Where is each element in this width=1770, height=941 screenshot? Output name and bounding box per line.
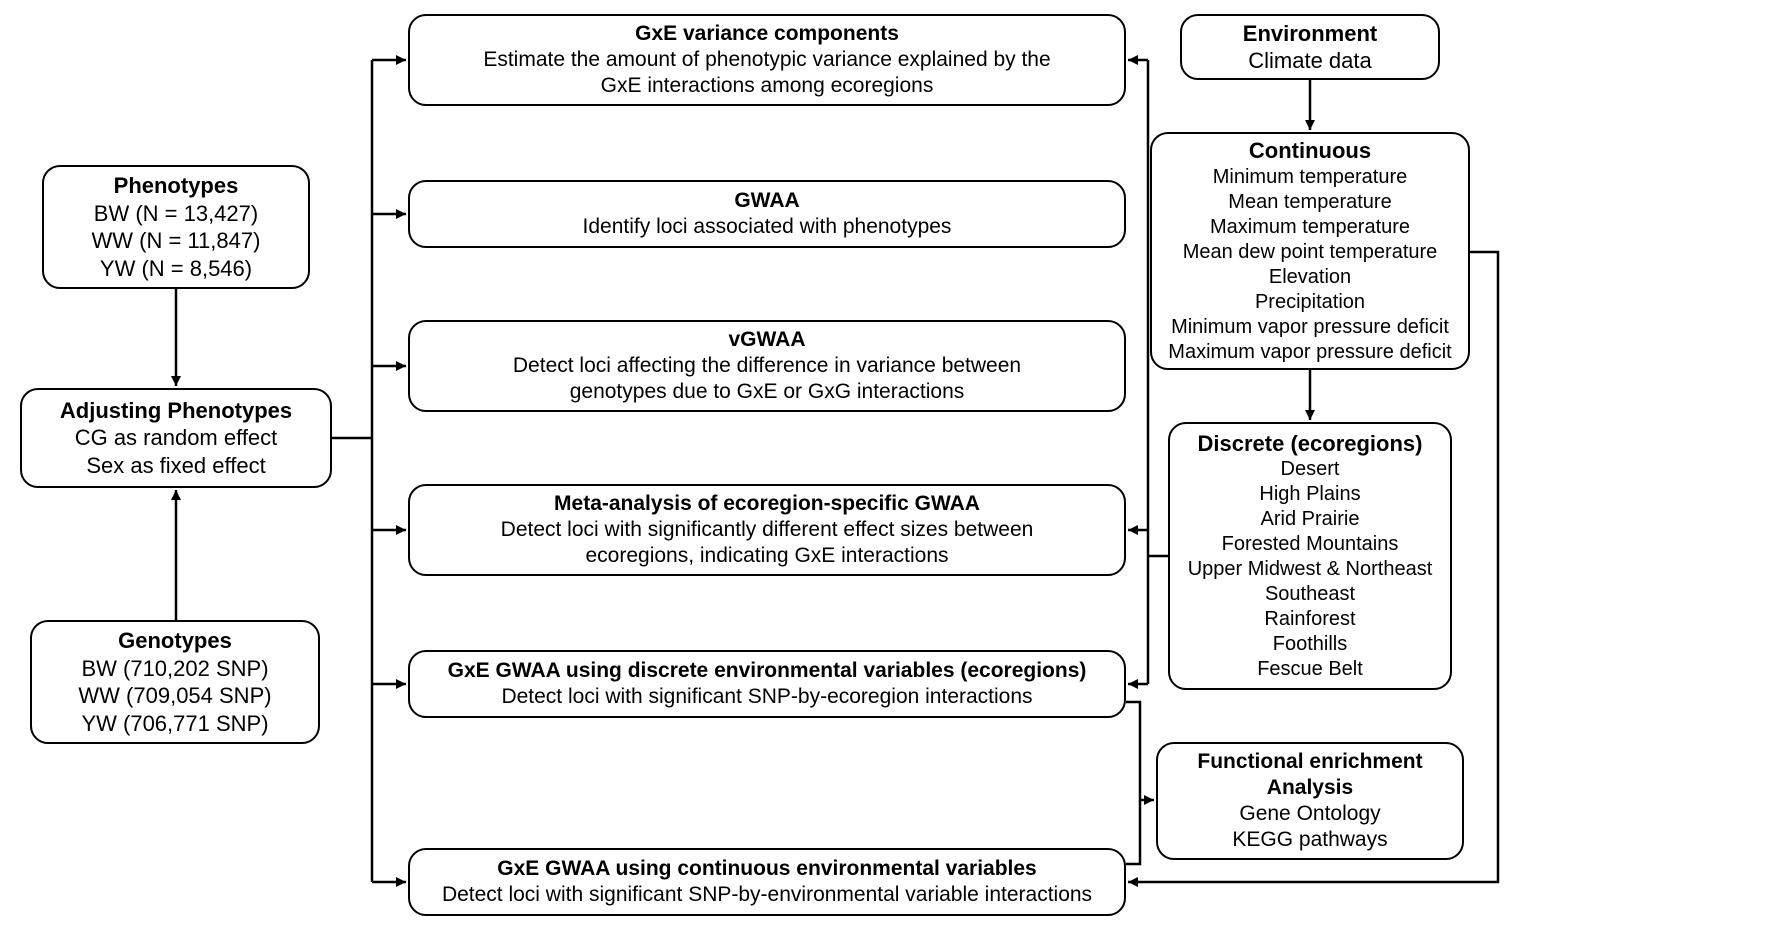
node-line: Southeast <box>1265 582 1355 607</box>
node-gxe-continuous: GxE GWAA using continuous environmental … <box>408 848 1126 916</box>
node-line: YW (706,771 SNP) <box>81 710 268 738</box>
node-line: Forested Mountains <box>1222 532 1399 557</box>
node-line: CG as random effect <box>75 424 278 452</box>
node-line: Detect loci affecting the difference in … <box>513 353 1021 379</box>
node-line: Estimate the amount of phenotypic varian… <box>483 47 1050 73</box>
node-title: Phenotypes <box>114 172 239 200</box>
node-line: genotypes due to GxE or GxG interactions <box>570 379 965 405</box>
node-title: Genotypes <box>118 627 232 655</box>
node-title: vGWAA <box>728 327 805 353</box>
node-line: YW (N = 8,546) <box>100 255 252 283</box>
node-line: Maximum vapor pressure deficit <box>1168 340 1451 365</box>
node-adjusting: Adjusting Phenotypes CG as random effect… <box>20 388 332 488</box>
node-line: Minimum temperature <box>1213 165 1408 190</box>
node-functional: Functional enrichment Analysis Gene Onto… <box>1156 742 1464 860</box>
node-line: Desert <box>1281 457 1340 482</box>
node-line: Gene Ontology <box>1239 801 1380 827</box>
node-line: KEGG pathways <box>1232 827 1387 853</box>
node-line: Rainforest <box>1264 607 1355 632</box>
node-title: Adjusting Phenotypes <box>60 397 292 425</box>
node-line: Detect loci with significantly different… <box>501 517 1034 543</box>
node-line: Identify loci associated with phenotypes <box>583 214 952 240</box>
node-line: Sex as fixed effect <box>86 452 265 480</box>
node-line: Fescue Belt <box>1257 657 1363 682</box>
node-title: GWAA <box>734 188 799 214</box>
node-title: Environment <box>1243 20 1377 48</box>
node-title: GxE variance components <box>635 21 899 47</box>
node-title: GxE GWAA using continuous environmental … <box>497 856 1037 882</box>
node-line: High Plains <box>1259 482 1360 507</box>
node-vgwaa: vGWAA Detect loci affecting the differen… <box>408 320 1126 412</box>
node-line: BW (710,202 SNP) <box>81 655 268 683</box>
node-line: GxE interactions among ecoregions <box>601 73 934 99</box>
node-line: Upper Midwest & Northeast <box>1188 557 1433 582</box>
node-line: WW (N = 11,847) <box>92 227 261 255</box>
node-line: Maximum temperature <box>1210 215 1410 240</box>
node-gxe-discrete: GxE GWAA using discrete environmental va… <box>408 650 1126 718</box>
node-discrete: Discrete (ecoregions) Desert High Plains… <box>1168 422 1452 690</box>
node-line: Detect loci with significant SNP-by-ecor… <box>501 684 1032 710</box>
node-line: Precipitation <box>1255 290 1365 315</box>
node-line: ecoregions, indicating GxE interactions <box>585 543 948 569</box>
node-line: WW (709,054 SNP) <box>78 682 271 710</box>
node-title-line1: Functional enrichment <box>1197 749 1422 775</box>
node-line: Arid Prairie <box>1261 507 1360 532</box>
node-line: BW (N = 13,427) <box>94 200 258 228</box>
node-gwaa: GWAA Identify loci associated with pheno… <box>408 180 1126 248</box>
node-line: Foothills <box>1273 632 1347 657</box>
node-line: Mean dew point temperature <box>1183 240 1438 265</box>
node-phenotypes: Phenotypes BW (N = 13,427) WW (N = 11,84… <box>42 165 310 289</box>
node-title-line2: Analysis <box>1267 775 1353 801</box>
node-title: GxE GWAA using discrete environmental va… <box>448 658 1087 684</box>
node-line: Minimum vapor pressure deficit <box>1171 315 1449 340</box>
node-title: Continuous <box>1249 137 1371 165</box>
node-line: Elevation <box>1269 265 1351 290</box>
node-line: Climate data <box>1248 47 1372 75</box>
node-genotypes: Genotypes BW (710,202 SNP) WW (709,054 S… <box>30 620 320 744</box>
node-meta: Meta-analysis of ecoregion-specific GWAA… <box>408 484 1126 576</box>
node-gxe-var: GxE variance components Estimate the amo… <box>408 14 1126 106</box>
node-environment: Environment Climate data <box>1180 14 1440 80</box>
node-title: Discrete (ecoregions) <box>1198 430 1423 458</box>
node-line: Detect loci with significant SNP-by-envi… <box>442 882 1092 908</box>
node-continuous: Continuous Minimum temperature Mean temp… <box>1150 132 1470 370</box>
node-title: Meta-analysis of ecoregion-specific GWAA <box>554 491 980 517</box>
node-line: Mean temperature <box>1228 190 1391 215</box>
